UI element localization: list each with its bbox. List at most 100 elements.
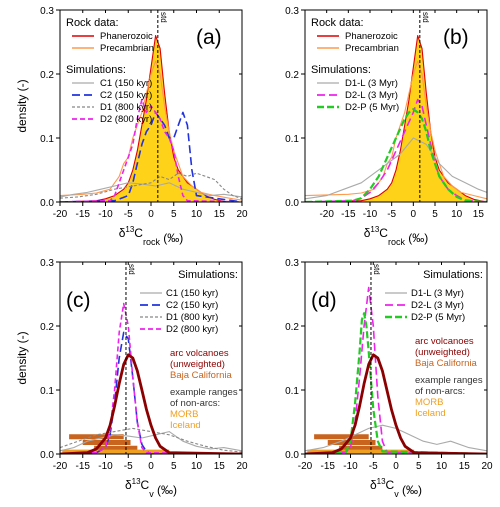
x-tick-label: -15	[321, 461, 336, 472]
legend-note: arc volcanoes	[170, 348, 229, 359]
x-axis-title: δ13Cv (‰)	[125, 477, 177, 499]
y-tick-label: 0.1	[40, 134, 54, 145]
legend-item: D2-P (5 Myr)	[345, 102, 399, 113]
x-tick-label: -20	[298, 461, 313, 472]
y-tick-label: 0.0	[40, 198, 54, 209]
y-axis-title: density (-)	[15, 331, 29, 384]
legend-heading-sim: Simulations:	[66, 64, 126, 76]
series-line-d1-800-kyr-	[60, 172, 242, 200]
y-tick-label: 0.3	[40, 6, 54, 17]
plot-area	[305, 286, 487, 454]
panel-label: (d)	[311, 289, 337, 312]
std-label: std	[159, 12, 168, 23]
x-tick-label: 5	[171, 209, 177, 220]
legend-item-precambrian: Precambrian	[100, 43, 154, 54]
y-tick-label: 0.2	[285, 70, 299, 81]
legend-item: D2 (800 kyr)	[100, 114, 152, 125]
legend-heading-rock: Rock data:	[66, 17, 119, 29]
y-tick-label: 0.0	[285, 198, 299, 209]
legend-heading-sim: Simulations:	[178, 269, 238, 281]
legend-item-phanerozoic: Phanerozoic	[100, 31, 153, 42]
legend-item: C2 (150 kyr)	[166, 300, 218, 311]
series-line-d2-l-3-myr-	[305, 98, 487, 202]
x-tick-label: -10	[98, 209, 113, 220]
x-tick-label: 0	[411, 209, 417, 220]
x-tick-label: -15	[76, 209, 91, 220]
x-tick-label: 5	[416, 461, 422, 472]
x-tick-label: -15	[341, 209, 356, 220]
series-line-c1-150-kyr-	[60, 182, 242, 198]
x-axis-title: δ13Crock (‰)	[364, 225, 429, 247]
x-axis-title: δ13Crock (‰)	[119, 225, 184, 247]
series-line-precambrian	[60, 60, 242, 201]
std-label: std	[421, 12, 430, 23]
panel-label: (a)	[196, 26, 222, 49]
x-tick-label: -10	[98, 461, 113, 472]
std-label: std	[127, 264, 136, 275]
x-tick-label: -5	[124, 461, 133, 472]
x-tick-label: 15	[473, 209, 485, 220]
x-tick-label: -20	[53, 461, 68, 472]
x-tick-label: 10	[191, 209, 203, 220]
legend-item: C1 (150 kyr)	[166, 288, 218, 299]
series-line-precambrian	[305, 60, 487, 200]
legend-item: C2 (150 kyr)	[100, 90, 152, 101]
x-tick-label: 5	[432, 209, 438, 220]
x-tick-label: -5	[369, 461, 378, 472]
panel-0: std -20 -15 -10 -5 0 5 10 15 20 0.0 0.1 0.2 0.3 densit…	[15, 6, 248, 247]
legend-note: Baja California	[170, 370, 232, 381]
legend-item-precambrian: Precambrian	[345, 43, 399, 54]
x-tick-label: 10	[191, 461, 203, 472]
series-line-d2-800-kyr-	[60, 98, 242, 202]
plot-area	[60, 302, 242, 454]
x-tick-label: 10	[451, 209, 463, 220]
y-tick-label: 0.0	[40, 450, 54, 461]
y-tick-label: 0.1	[40, 386, 54, 397]
legend-item-phanerozoic: Phanerozoic	[345, 31, 398, 42]
x-tick-label: 5	[171, 461, 177, 472]
legend-item: D2 (800 kyr)	[166, 324, 218, 335]
panel-label: (c)	[66, 289, 91, 312]
legend-item: D1 (800 kyr)	[100, 102, 152, 113]
series-line-d2-p-5-myr-	[305, 312, 487, 454]
legend-heading-sim: Simulations:	[423, 269, 483, 281]
y-axis-title: density (-)	[15, 79, 29, 132]
x-axis-title: δ13Cv (‰)	[370, 477, 422, 499]
y-tick-label: 0.2	[40, 322, 54, 333]
area-phanerozoic	[305, 35, 487, 202]
legend-heading-sim: Simulations:	[311, 64, 371, 76]
y-tick-label: 0.2	[285, 322, 299, 333]
legend-item: D1-L (3 Myr)	[345, 78, 398, 89]
legend-note: Baja California	[415, 358, 477, 369]
legend-note: example ranges	[415, 375, 483, 386]
legend-note: MORB	[170, 409, 199, 420]
y-tick-label: 0.0	[285, 450, 299, 461]
legend-note: (unweighted)	[170, 359, 225, 370]
legend-item: C1 (150 kyr)	[100, 78, 152, 89]
series-line-d2-800-kyr-	[60, 302, 242, 454]
plot-area	[305, 35, 487, 202]
series-line-d1-800-kyr-	[60, 427, 242, 453]
x-tick-label: -5	[124, 209, 133, 220]
x-tick-label: 15	[214, 461, 226, 472]
x-tick-label: -20	[53, 209, 68, 220]
legend-note: (unweighted)	[415, 347, 470, 358]
panel-1: std -20 -15 -10 -5 0 5 10 15 0.0 0.1 0.2 0.3 δ13Crock…	[285, 6, 488, 247]
plot-frame	[304, 9, 488, 203]
legend-heading-rock: Rock data:	[311, 17, 364, 29]
x-tick-label: 15	[459, 461, 471, 472]
x-tick-label: 15	[214, 209, 226, 220]
legend-note: of non-arcs:	[170, 398, 220, 409]
series-line-d2-p-5-myr-	[305, 108, 487, 202]
x-tick-label: -10	[363, 209, 378, 220]
series-line-d1-l-3-myr-	[305, 137, 487, 200]
x-tick-label: -10	[343, 461, 358, 472]
std-label: std	[372, 264, 381, 275]
x-tick-label: -5	[387, 209, 396, 220]
x-tick-label: 0	[148, 209, 154, 220]
y-tick-label: 0.1	[285, 386, 299, 397]
x-tick-label: -20	[319, 209, 334, 220]
y-tick-label: 0.1	[285, 134, 299, 145]
legend-item: D1 (800 kyr)	[166, 312, 218, 323]
